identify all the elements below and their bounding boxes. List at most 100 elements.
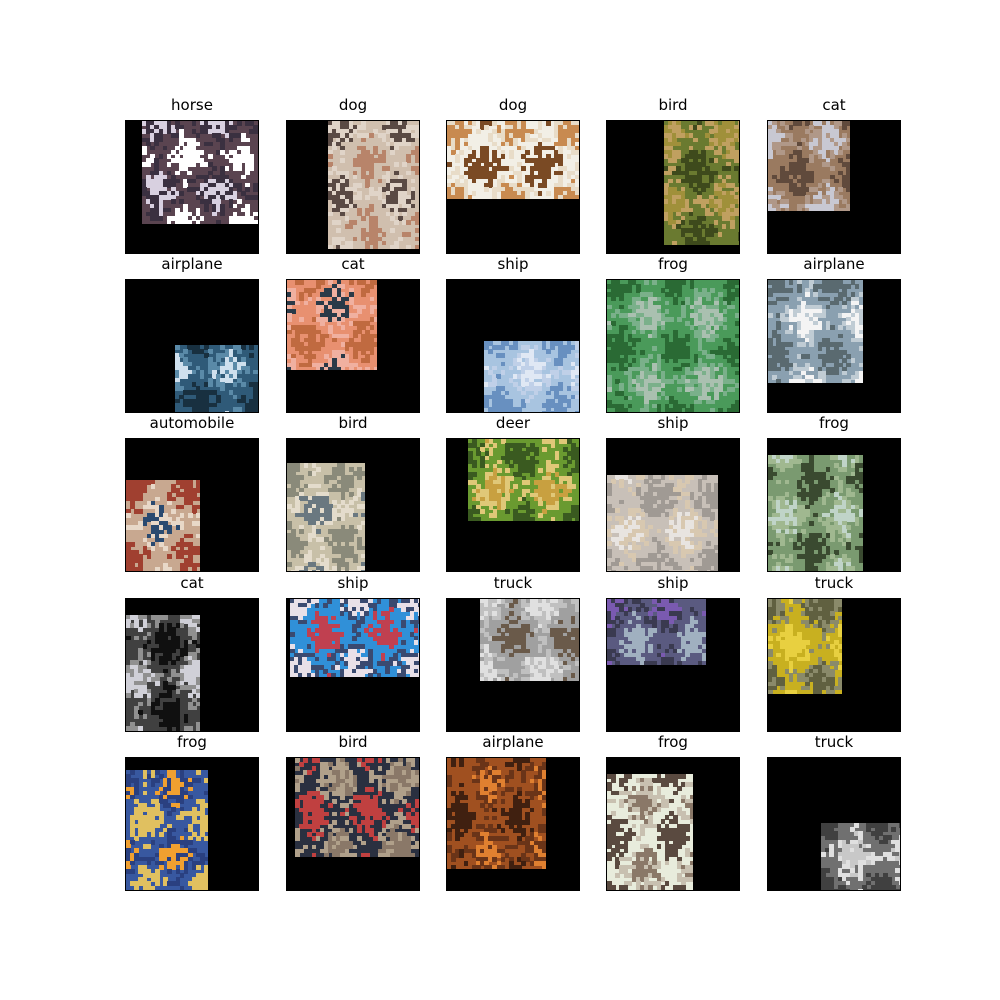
pixel-block (788, 166, 794, 171)
pixel-block (834, 566, 839, 571)
pixel-block (315, 520, 321, 526)
pixel-block (796, 325, 802, 330)
pixel-block (150, 199, 155, 204)
pixel-block (673, 549, 678, 554)
pixel-block (336, 366, 342, 370)
pixel-block (307, 354, 313, 359)
pixel-block (389, 244, 395, 249)
pixel-block (340, 178, 345, 184)
pixel-block (340, 475, 346, 480)
pixel-block (850, 329, 856, 335)
pixel-block (154, 623, 160, 628)
pixel-block (718, 317, 723, 322)
pixel-block (541, 411, 547, 412)
pixel-block (697, 333, 703, 339)
pixel-block (332, 537, 337, 542)
pixel-block (340, 354, 346, 359)
pixel-block (858, 304, 863, 310)
pixel-block (475, 166, 481, 171)
pixel-block (163, 639, 168, 645)
pixel-block (829, 354, 835, 359)
pixel-block (834, 504, 839, 510)
pixel-block (394, 195, 399, 200)
pixel-block (183, 643, 189, 649)
pixel-block (492, 166, 497, 171)
grid-cell: ship (286, 573, 420, 732)
pixel-block (377, 195, 383, 200)
pixel-block (171, 631, 176, 637)
pixel-block (158, 195, 164, 200)
pixel-block (203, 129, 209, 134)
pixel-block (554, 357, 559, 363)
pixel-block (175, 672, 181, 678)
pixel-block (175, 170, 180, 176)
pixel-block (627, 370, 633, 376)
pixel-block (332, 236, 337, 242)
pixel-block (241, 382, 246, 387)
pixel-block (801, 300, 806, 306)
pixel-block (796, 178, 802, 184)
pixel-block (574, 195, 579, 199)
pixel-block (517, 467, 523, 473)
pixel-block (714, 387, 719, 392)
pixel-block (192, 668, 197, 674)
pixel-block (858, 488, 863, 493)
pixel-block (846, 512, 851, 518)
pixel-block (550, 484, 556, 489)
pixel-block (295, 496, 300, 501)
pixel-block (558, 145, 563, 151)
pixel-block (328, 308, 333, 314)
pixel-block (809, 207, 814, 211)
pixel-block (126, 546, 131, 551)
pixel-block (838, 158, 843, 163)
pixel-block (562, 353, 567, 358)
pixel-block (615, 524, 620, 530)
pixel-block (402, 182, 407, 188)
pixel-block (146, 178, 151, 184)
pixel-block (730, 191, 735, 196)
pixel-block (796, 187, 802, 192)
pixel-block (253, 406, 258, 412)
pixel-block (187, 484, 193, 489)
pixel-block (644, 479, 649, 484)
pixel-block (697, 296, 703, 302)
pixel-block (508, 398, 514, 404)
pixel-block (398, 137, 403, 143)
pixel-block (455, 191, 460, 196)
pixel-block (529, 386, 534, 391)
pixel-block (701, 561, 707, 567)
pixel-block (488, 162, 493, 167)
pixel-block (805, 304, 810, 310)
pixel-block (183, 357, 188, 362)
pixel-block (406, 232, 411, 237)
pixel-block (332, 313, 337, 318)
pixel-block (542, 484, 547, 489)
pixel-block (541, 374, 547, 379)
pixel-block (846, 558, 851, 563)
pixel-block (850, 516, 856, 522)
pixel-block (154, 701, 160, 707)
pixel-block (340, 508, 346, 513)
pixel-block (126, 615, 131, 620)
pixel-block (134, 525, 139, 530)
pixel-block (821, 280, 827, 285)
pixel-block (780, 191, 785, 196)
pixel-block (537, 166, 543, 171)
pixel-block (196, 615, 200, 620)
pixel-block (842, 554, 847, 559)
pixel-block (640, 313, 645, 318)
pixel-block (303, 354, 309, 359)
pixel-block (525, 509, 531, 514)
pixel-block (344, 308, 350, 314)
pixel-block (324, 292, 329, 297)
pixel-block (187, 145, 192, 151)
pixel-block (340, 483, 346, 489)
pixel-block (517, 353, 522, 358)
pixel-block (339, 599, 345, 604)
pixel-block (291, 292, 296, 297)
pixel-block (537, 170, 543, 176)
pixel-block (619, 341, 624, 347)
pixel-block (138, 480, 143, 485)
pixel-block (854, 317, 860, 322)
pixel-block (192, 672, 197, 678)
